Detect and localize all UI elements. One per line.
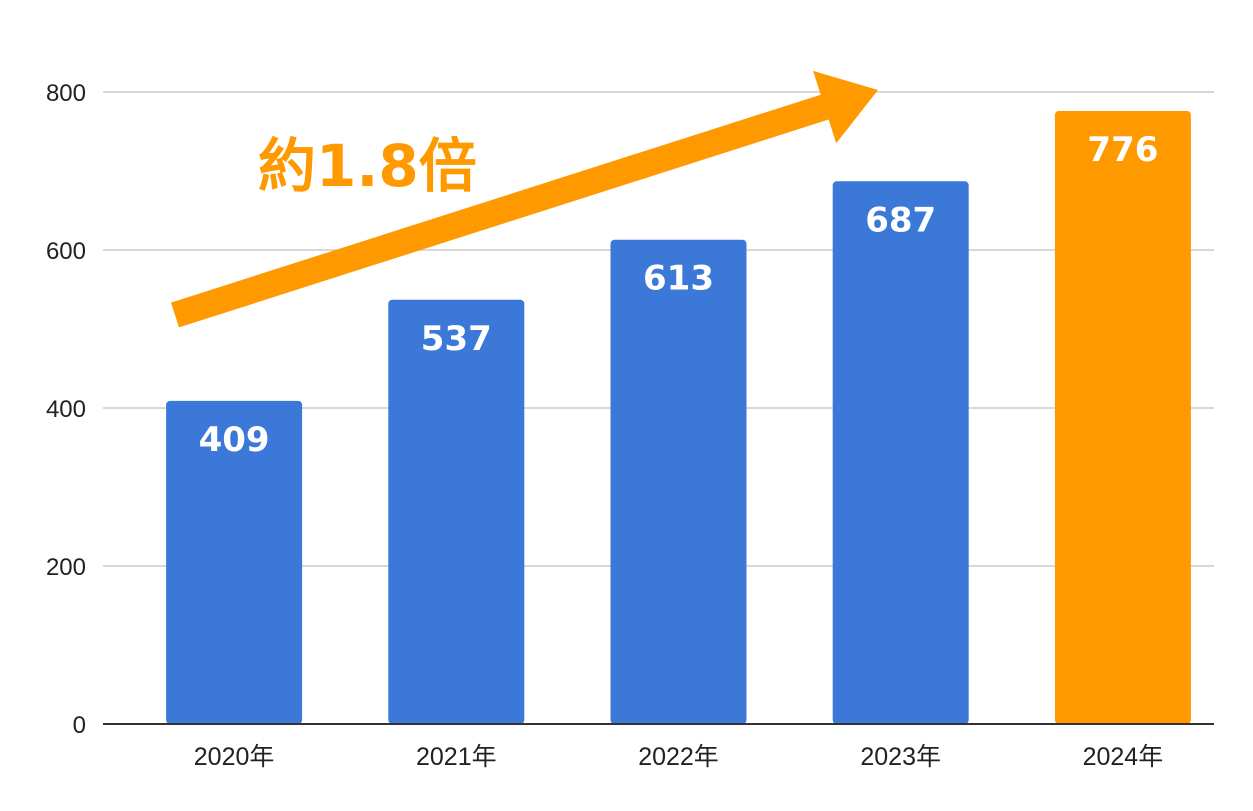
category-label: 2021年: [416, 743, 497, 771]
bar-2023年: [832, 181, 969, 724]
bars: [166, 110, 1191, 725]
y-tick-label: 400: [46, 396, 86, 423]
growth-arrow-icon: [171, 70, 878, 328]
y-tick-label: 200: [46, 554, 86, 581]
trend-arrow: [171, 70, 878, 328]
x-axis-category-labels: 2020年 2021年 2022年 2023年 2024年: [194, 743, 1163, 771]
category-label: 2020年: [194, 743, 275, 771]
data-label: 537: [421, 319, 492, 359]
bar-2022年: [610, 239, 747, 725]
y-axis-tick-labels: 0 200 400 600 800: [46, 80, 86, 739]
category-label: 2024年: [1083, 743, 1164, 771]
y-tick-label: 800: [46, 80, 86, 107]
bar-2024年: [1054, 110, 1191, 724]
y-tick-label: 600: [46, 238, 86, 265]
y-tick-label: 0: [73, 712, 86, 739]
bar-data-labels: 409 537 613 687 776: [199, 130, 1159, 460]
data-label: 776: [1087, 130, 1158, 170]
growth-callout-text: 約1.8倍: [258, 132, 477, 200]
data-label: 409: [199, 420, 270, 460]
data-label: 687: [865, 200, 936, 240]
bar-2020年: [166, 400, 303, 724]
category-label: 2022年: [638, 743, 719, 771]
data-label: 613: [643, 259, 714, 299]
bar-2021年: [388, 299, 525, 724]
category-label: 2023年: [860, 743, 941, 771]
